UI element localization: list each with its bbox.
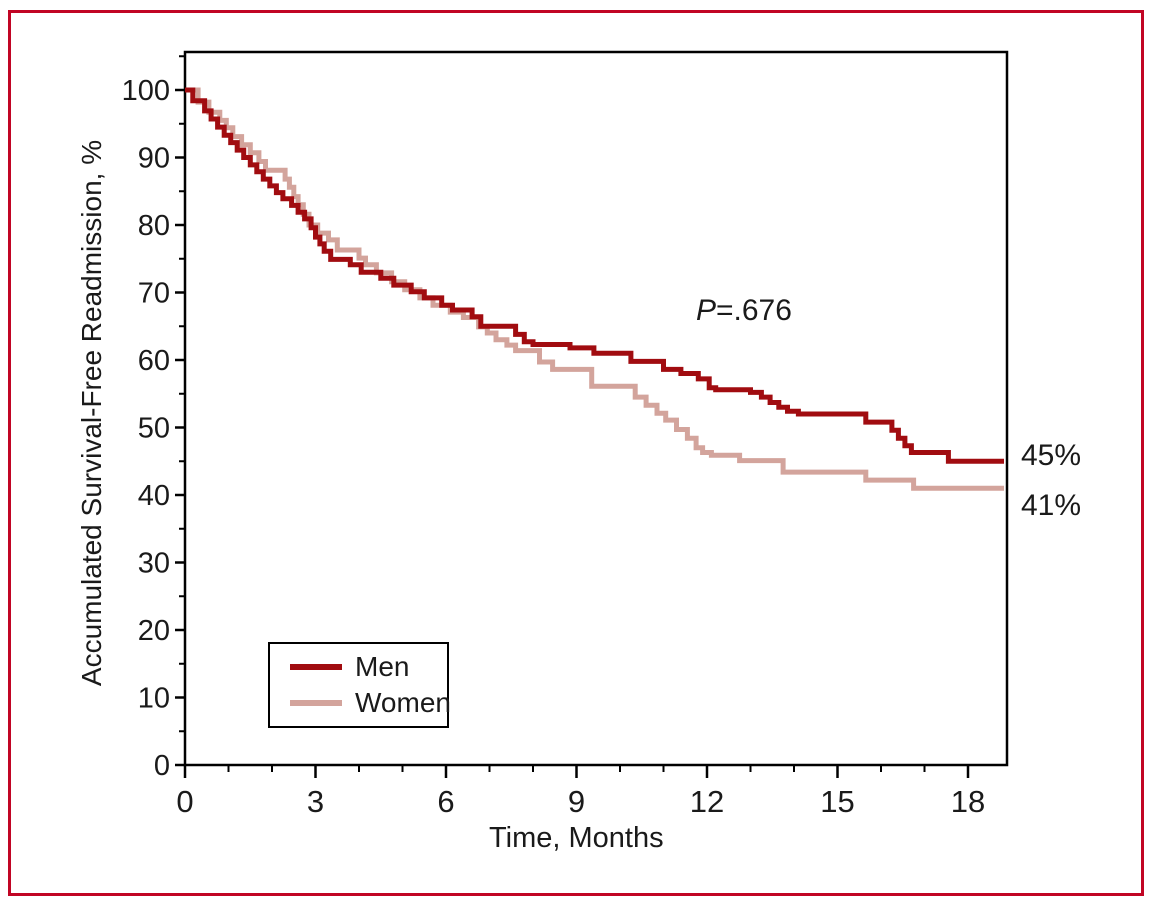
y-tick-label: 20 xyxy=(138,615,170,647)
end-label-men: 45% xyxy=(1021,439,1082,472)
figure-frame xyxy=(8,10,1144,896)
x-tick-label: 15 xyxy=(820,784,854,819)
men-series-line xyxy=(185,87,1004,464)
y-tick-label: 70 xyxy=(138,278,170,310)
legend-item-women: Women xyxy=(290,689,451,717)
p-value-annotation: P=.676 xyxy=(696,294,792,328)
legend-label-men: Men xyxy=(355,650,410,682)
x-tick-label: 0 xyxy=(176,784,193,819)
women-line-swatch xyxy=(290,700,342,707)
x-tick-label: 12 xyxy=(690,784,724,819)
y-tick-label: 10 xyxy=(138,683,170,715)
y-tick-label: 100 xyxy=(122,75,170,107)
end-label-women: 41% xyxy=(1021,489,1082,522)
y-tick-label: 0 xyxy=(154,750,170,782)
x-tick-label: 6 xyxy=(437,784,454,819)
p-value-symbol: P xyxy=(696,294,717,327)
y-tick-label: 40 xyxy=(138,480,170,512)
legend: Men Women xyxy=(268,642,451,728)
y-tick-label: 60 xyxy=(138,345,170,377)
y-tick-label: 90 xyxy=(138,143,170,175)
y-tick-label: 80 xyxy=(138,210,170,242)
x-tick-label: 9 xyxy=(568,784,585,819)
x-tick-label: 3 xyxy=(307,784,324,819)
legend-label-women: Women xyxy=(355,687,451,719)
legend-item-men: Men xyxy=(290,650,447,682)
plot-border xyxy=(183,50,1009,767)
y-tick-label: 30 xyxy=(138,548,170,580)
y-axis-title: Accumulated Survival-Free Readmission, % xyxy=(76,139,107,687)
women-series-line xyxy=(185,87,1004,491)
y-tick-label: 50 xyxy=(138,413,170,445)
x-tick-label: 18 xyxy=(951,784,985,819)
p-value-text: =.676 xyxy=(716,294,792,327)
x-axis-title: Time, Months xyxy=(489,822,664,854)
men-line-swatch xyxy=(290,663,342,670)
